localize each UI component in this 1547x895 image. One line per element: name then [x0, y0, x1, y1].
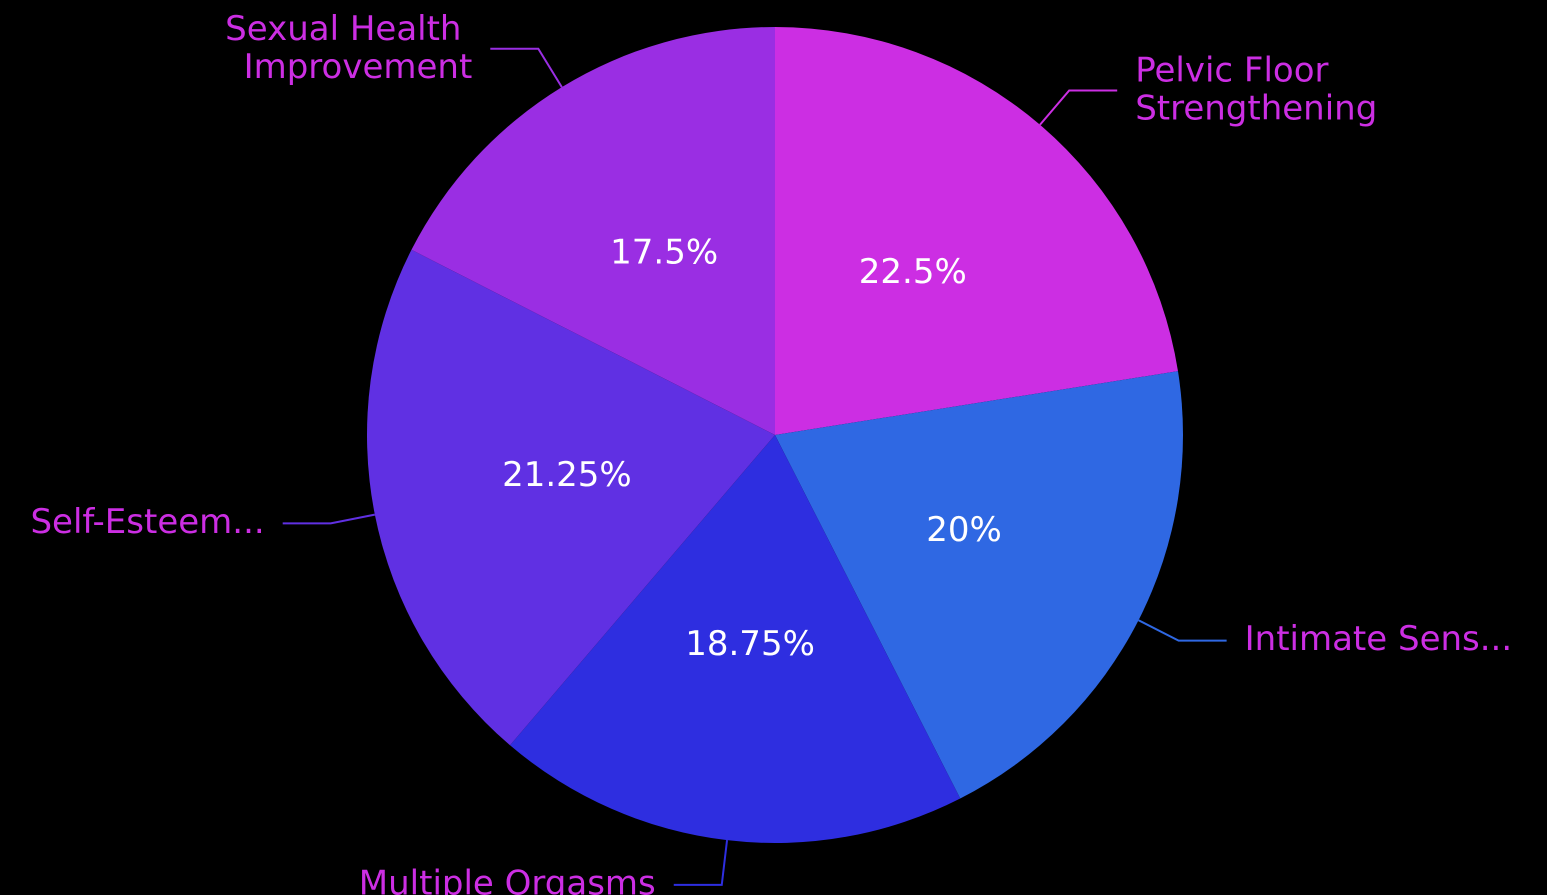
category-label: Intimate Sens... — [1245, 619, 1513, 659]
leader-line — [673, 840, 729, 886]
pie-slice — [367, 249, 775, 746]
leader-line — [282, 513, 376, 525]
value-label: 21.25% — [502, 455, 632, 495]
leader-line — [1138, 619, 1227, 642]
category-label: Pelvic Floor Strengthening — [1135, 50, 1377, 128]
value-label: 20% — [926, 510, 1002, 550]
pie-slice — [775, 27, 1178, 435]
pie-slice — [775, 371, 1183, 799]
pie-slice — [510, 435, 961, 844]
category-label: Sexual Health Improvement — [225, 8, 472, 86]
category-label: Self-Esteem... — [30, 502, 264, 542]
leader-line — [490, 47, 563, 88]
pie-slice — [411, 27, 775, 435]
category-label: Multiple Orgasms — [359, 863, 656, 895]
leader-line — [1039, 89, 1118, 126]
value-label: 17.5% — [610, 233, 718, 273]
value-label: 18.75% — [685, 624, 815, 664]
value-label: 22.5% — [859, 252, 967, 292]
